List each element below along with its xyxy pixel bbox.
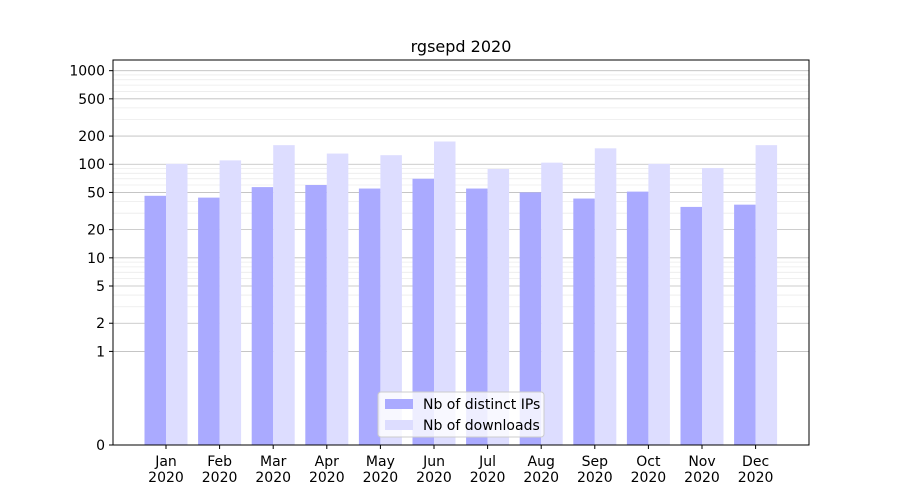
x-tick-label: 2020 [684, 470, 720, 486]
legend-label: Nb of distinct IPs [423, 397, 540, 413]
bar [166, 163, 188, 445]
bar [487, 168, 510, 445]
bar [219, 160, 242, 445]
bar [702, 168, 724, 445]
x-tick-label: Jun [422, 454, 445, 470]
x-tick-label: Jul [478, 454, 496, 470]
bar [680, 206, 702, 445]
x-tick-label: Dec [742, 454, 769, 470]
bar [519, 192, 542, 445]
y-tick-label: 20 [87, 223, 105, 239]
bar [541, 162, 563, 445]
y-tick-label: 0 [96, 438, 105, 454]
legend: Nb of distinct IPs Nb of downloads [377, 391, 545, 438]
axes: 01251020501002005001000Jan2020Feb2020Mar… [69, 64, 773, 486]
y-tick-label: 5 [96, 279, 105, 295]
x-tick-label: Feb [207, 454, 232, 470]
bar [380, 155, 402, 445]
bar [412, 178, 434, 446]
y-tick-label: 500 [78, 92, 105, 108]
bar [305, 185, 327, 445]
bar [626, 191, 649, 445]
plot-frame [112, 59, 810, 446]
x-tick-label: Mar [260, 454, 287, 470]
x-tick-label: Apr [315, 454, 339, 470]
chart-title: rgsepd 2020 [411, 37, 512, 56]
bar [648, 163, 670, 445]
y-tick-label: 2 [96, 316, 105, 332]
x-tick-label: 2020 [363, 470, 399, 486]
x-tick-label: Aug [528, 454, 555, 470]
bar [434, 141, 456, 445]
x-tick-label: 2020 [738, 470, 774, 486]
bar [734, 204, 756, 445]
bar [251, 187, 274, 445]
bars [144, 141, 778, 446]
bar [573, 198, 595, 445]
bar [358, 188, 381, 445]
y-tick-label: 50 [87, 185, 105, 201]
x-tick-label: Jan [154, 454, 177, 470]
x-tick-label: 2020 [631, 470, 667, 486]
y-tick-label: 10 [87, 251, 105, 267]
legend-label: Nb of downloads [423, 418, 540, 434]
x-tick-label: Nov [688, 454, 715, 470]
legend-swatch [385, 399, 413, 409]
x-tick-label: Oct [636, 454, 661, 470]
x-tick-label: 2020 [523, 470, 559, 486]
legend-swatch [385, 420, 413, 430]
bar [326, 153, 349, 446]
x-tick-label: 2020 [577, 470, 613, 486]
y-tick-label: 100 [78, 157, 105, 173]
bar [594, 148, 617, 446]
bar [198, 197, 220, 445]
x-tick-label: 2020 [202, 470, 238, 486]
y-tick-label: 1000 [69, 64, 105, 80]
x-tick-label: 2020 [416, 470, 452, 486]
bar [755, 145, 778, 445]
y-tick-label: 200 [78, 129, 105, 145]
x-tick-label: Sep [582, 454, 609, 470]
x-tick-label: May [366, 454, 395, 470]
x-tick-label: 2020 [309, 470, 345, 486]
bar [144, 195, 166, 445]
x-tick-label: 2020 [470, 470, 506, 486]
legend-box [377, 391, 545, 438]
x-tick-label: 2020 [255, 470, 291, 486]
y-tick-label: 1 [96, 344, 105, 360]
bar [273, 145, 295, 445]
x-tick-label: 2020 [148, 470, 184, 486]
bar [466, 188, 488, 445]
